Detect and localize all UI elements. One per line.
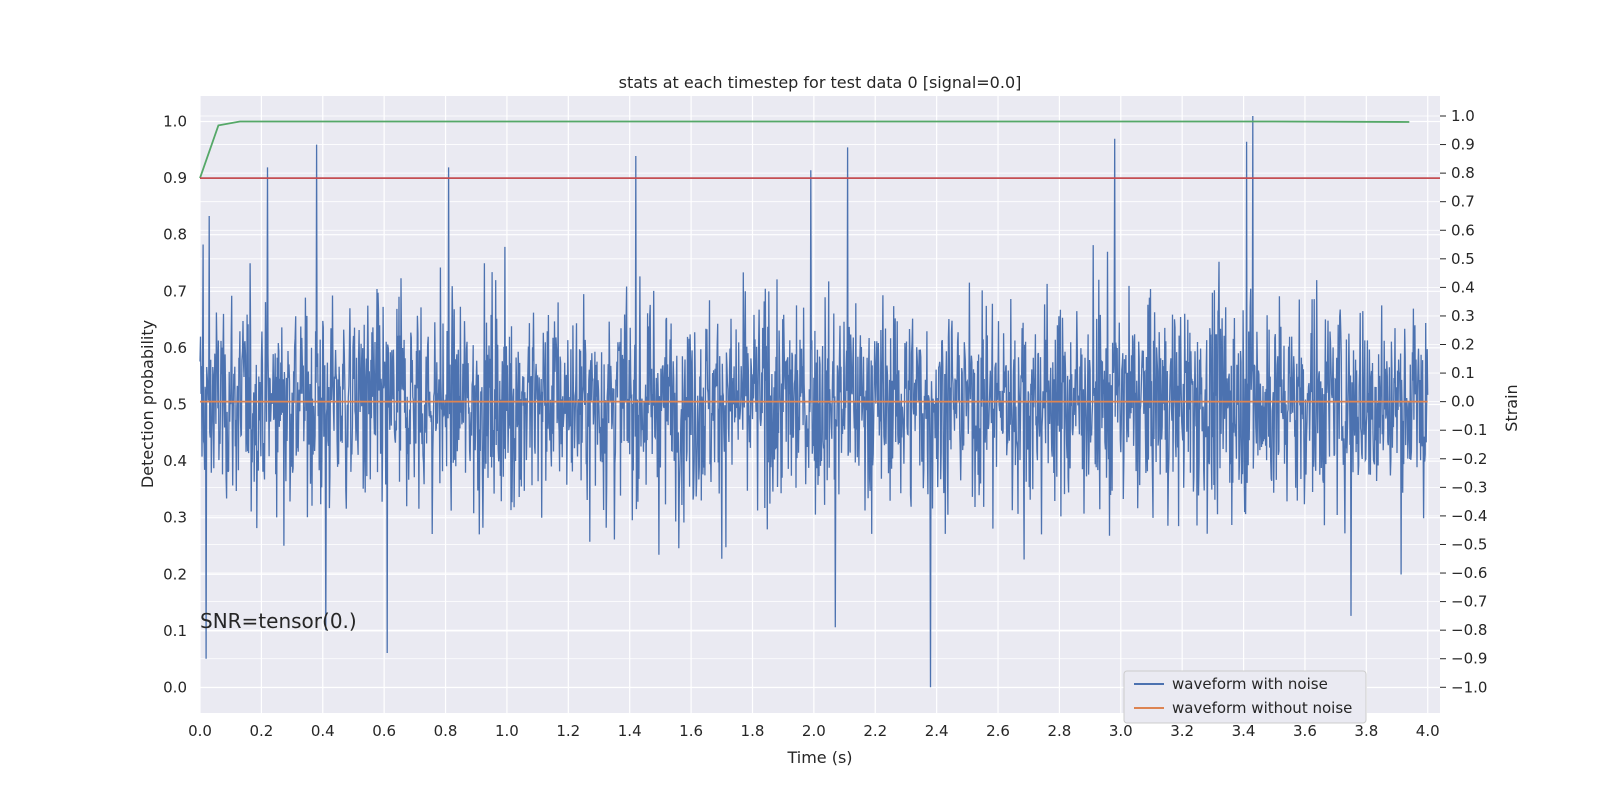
y-tick-label-right: −0.4 bbox=[1451, 507, 1487, 525]
y-tick-label-right: −0.8 bbox=[1451, 621, 1487, 639]
x-tick-label: 4.0 bbox=[1416, 722, 1440, 740]
legend-label-clean: waveform without noise bbox=[1172, 699, 1352, 717]
y-axis-label-left: Detection probability bbox=[138, 320, 157, 488]
series-detection-probability bbox=[199, 120, 1410, 179]
y-tick-label-left: 0.4 bbox=[163, 452, 187, 470]
tick-labels: 0.0 0.2 0.4 0.6 0.8 1.0 1.2 1.4 1.6 1.8 2.0 2.2 2.4 2… bbox=[163, 107, 1487, 740]
y-tick-label-right: −0.1 bbox=[1451, 421, 1487, 439]
x-axis-label: Time (s) bbox=[786, 748, 852, 767]
y-tick-label-right: 0.9 bbox=[1451, 136, 1475, 154]
snr-annotation: SNR=tensor(0.) bbox=[200, 609, 357, 633]
legend-label-noise: waveform with noise bbox=[1172, 675, 1328, 693]
x-tick-label: 3.4 bbox=[1232, 722, 1256, 740]
y-tick-label-left: 0.3 bbox=[163, 509, 187, 527]
x-tick-label: 2.0 bbox=[802, 722, 826, 740]
x-tick-label: 1.6 bbox=[679, 722, 703, 740]
y-tick-label-right: 0.3 bbox=[1451, 307, 1475, 325]
legend-box bbox=[1123, 670, 1367, 724]
y-tick-label-left: 0.1 bbox=[163, 622, 187, 640]
y-tick-label-right: 0.4 bbox=[1451, 278, 1475, 296]
y-tick-label-left: 1.0 bbox=[163, 112, 187, 130]
x-tick-label: 3.0 bbox=[1109, 722, 1133, 740]
x-tick-label: 1.8 bbox=[741, 722, 765, 740]
x-tick-label: 0.2 bbox=[249, 722, 273, 740]
y-tick-label-left: 0.7 bbox=[163, 282, 187, 300]
y-tick-label-right: 0.1 bbox=[1451, 364, 1475, 382]
y-tick-label-right: 0.7 bbox=[1451, 193, 1475, 211]
y-tick-label-right: 1.0 bbox=[1451, 107, 1475, 125]
x-tick-label: 3.6 bbox=[1293, 722, 1317, 740]
x-tick-label: 1.0 bbox=[495, 722, 519, 740]
series-layer bbox=[199, 115, 1440, 688]
y-tick-label-right: −0.6 bbox=[1451, 564, 1487, 582]
y-tick-label-left: 0.8 bbox=[163, 226, 187, 244]
y-tick-label-right: 0.6 bbox=[1451, 221, 1475, 239]
y-tick-label-right: −1.0 bbox=[1451, 678, 1487, 696]
x-tick-label: 2.8 bbox=[1047, 722, 1071, 740]
y-tick-label-right: 0.5 bbox=[1451, 250, 1475, 268]
legend: waveform with noise waveform without noi… bbox=[1123, 670, 1367, 724]
y-tick-label-right: −0.7 bbox=[1451, 593, 1487, 611]
y-tick-label-right: −0.3 bbox=[1451, 478, 1487, 496]
y-tick-label-right: −0.9 bbox=[1451, 650, 1487, 668]
x-tick-label: 3.2 bbox=[1170, 722, 1194, 740]
x-tick-label: 0.8 bbox=[434, 722, 458, 740]
x-tick-label: 2.6 bbox=[986, 722, 1010, 740]
y-tick-label-left: 0.9 bbox=[163, 169, 187, 187]
y-tick-label-left: 0.0 bbox=[163, 679, 187, 697]
series-waveform-with-noise bbox=[199, 115, 1429, 688]
x-tick-label: 3.8 bbox=[1354, 722, 1378, 740]
y-tick-label-right: −0.2 bbox=[1451, 450, 1487, 468]
y-tick-label-right: 0.0 bbox=[1451, 393, 1475, 411]
y-tick-label-right: 0.2 bbox=[1451, 336, 1475, 354]
x-tick-label: 2.4 bbox=[925, 722, 949, 740]
y-tick-label-left: 0.6 bbox=[163, 339, 187, 357]
chart-title: stats at each timestep for test data 0 [… bbox=[619, 73, 1022, 92]
y-tick-label-right: 0.8 bbox=[1451, 164, 1475, 182]
x-tick-label: 1.2 bbox=[556, 722, 580, 740]
x-tick-label: 0.4 bbox=[311, 722, 335, 740]
y-axis-label-right: Strain bbox=[1502, 384, 1521, 431]
x-tick-label: 1.4 bbox=[618, 722, 642, 740]
x-tick-label: 0.0 bbox=[188, 722, 212, 740]
y-tick-label-left: 0.2 bbox=[163, 565, 187, 583]
x-tick-label: 2.2 bbox=[863, 722, 887, 740]
y-tick-label-left: 0.5 bbox=[163, 396, 187, 414]
x-tick-label: 0.6 bbox=[372, 722, 396, 740]
y-tick-label-right: −0.5 bbox=[1451, 535, 1487, 553]
